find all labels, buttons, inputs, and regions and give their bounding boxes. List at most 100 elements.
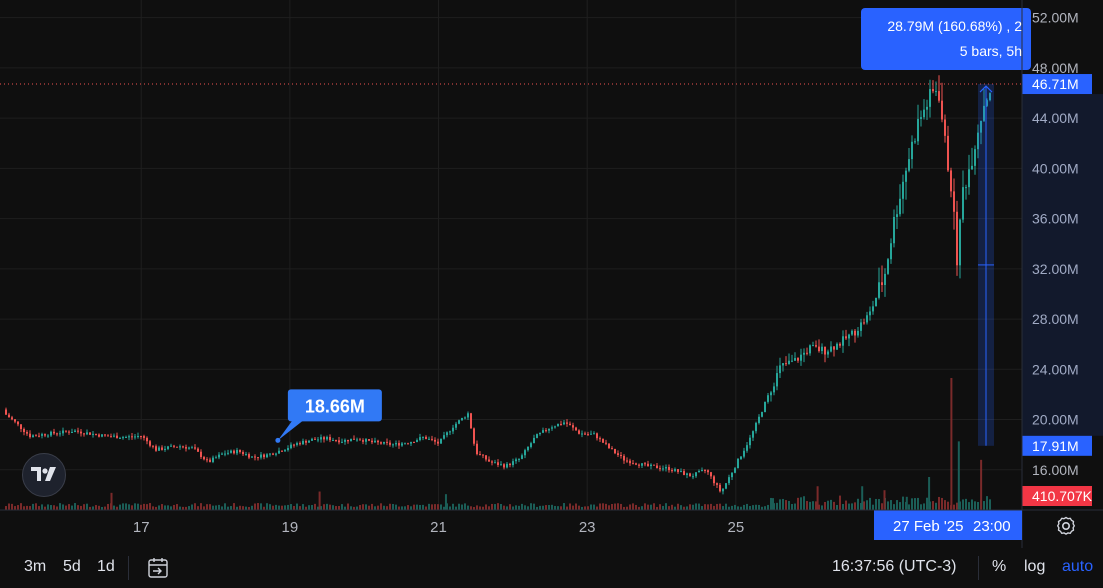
tradingview-logo-icon xyxy=(31,467,56,481)
volume-bar xyxy=(626,506,628,510)
candle-body xyxy=(887,259,889,274)
candle-body xyxy=(692,476,694,478)
volume-bar xyxy=(767,504,769,510)
candle-body xyxy=(842,336,844,346)
candle-body xyxy=(776,373,778,387)
percent-scale-button[interactable]: % xyxy=(992,558,1007,575)
candle-body xyxy=(353,438,355,440)
candle-body xyxy=(500,464,502,466)
candle-body xyxy=(236,449,238,454)
settings-gear-icon[interactable] xyxy=(1055,515,1077,537)
candle-body xyxy=(89,432,91,435)
range-1d-button[interactable]: 1d xyxy=(97,558,115,575)
volume-bar xyxy=(899,502,901,510)
candle-body xyxy=(884,273,886,285)
candle-body xyxy=(650,464,652,467)
volume-bar xyxy=(902,496,904,510)
volume-bar xyxy=(989,499,991,510)
candle-body xyxy=(845,336,847,339)
candle-body xyxy=(284,450,286,452)
range-3m-button[interactable]: 3m xyxy=(24,558,47,575)
candle-body xyxy=(644,463,646,465)
price-chart[interactable]: 28.79M (160.68%) , 2 5 bars, 5h 18.66M 52.… xyxy=(0,0,1103,548)
volume-bar xyxy=(221,506,223,510)
candle-body xyxy=(938,91,940,101)
volume-bar xyxy=(80,505,82,510)
candle-body xyxy=(833,346,835,350)
volume-bar xyxy=(896,500,898,510)
volume-bar xyxy=(443,506,445,510)
volume-bar xyxy=(275,504,277,510)
candle-body xyxy=(911,141,913,160)
volume-bar xyxy=(161,504,163,510)
last-price-badge: 46.71M xyxy=(1032,76,1079,92)
volume-spike xyxy=(950,378,953,510)
candle-body xyxy=(716,483,718,485)
volume-bar xyxy=(830,499,832,510)
volume-bar xyxy=(497,503,499,510)
time-axis[interactable]: 17 19 21 23 25 27 Feb '25 23:00 xyxy=(0,509,1103,540)
volume-bar xyxy=(38,506,40,510)
candle-body xyxy=(260,454,262,458)
volume-bar xyxy=(383,505,385,510)
candle-body xyxy=(779,365,781,374)
volume-bar xyxy=(551,504,553,510)
callout-label: 18.66M xyxy=(305,396,365,416)
y-axis-tick-label: 20.00M xyxy=(1032,412,1079,428)
volume-bar xyxy=(839,495,841,510)
volume-bar xyxy=(83,504,85,510)
volume-bar xyxy=(32,503,34,510)
timezone-clock[interactable]: 16:37:56 (UTC-3) xyxy=(832,558,957,575)
volume-bar xyxy=(542,505,544,510)
price-axis[interactable]: 52.00M 48.00M 44.00M 40.00M 36.00M 32.00M 28.0… xyxy=(1021,0,1103,548)
volume-bar xyxy=(710,503,712,510)
volume-bar xyxy=(599,503,601,510)
volume-bar xyxy=(485,504,487,510)
volume-bar xyxy=(56,506,58,510)
go-to-date-calendar-icon[interactable] xyxy=(146,556,170,580)
volume-bar xyxy=(608,505,610,510)
crosshair-date-label: 27 Feb '25 xyxy=(893,518,963,535)
volume-bar xyxy=(920,504,922,510)
candle-body xyxy=(509,463,511,466)
candle-body xyxy=(119,437,121,439)
range-5d-button[interactable]: 5d xyxy=(63,558,81,575)
candle-body xyxy=(269,453,271,455)
candle-body xyxy=(722,488,724,492)
candle-body xyxy=(686,473,688,475)
candle-body xyxy=(569,423,571,426)
candle-body xyxy=(170,445,172,447)
candle-body xyxy=(839,343,841,346)
candle-body xyxy=(410,442,412,444)
volume-bar xyxy=(41,504,43,510)
volume-bar xyxy=(284,505,286,510)
volume-bar xyxy=(77,505,79,510)
candle-body xyxy=(365,439,367,442)
candle-body xyxy=(707,470,709,473)
x-axis-tick-label: 23 xyxy=(579,519,596,536)
candle-body xyxy=(128,436,130,438)
volume-bar xyxy=(377,505,379,510)
volume-bar xyxy=(686,506,688,510)
candle-body xyxy=(185,447,187,449)
volume-bar xyxy=(506,506,508,510)
volume-bar xyxy=(119,504,121,510)
volume-bar xyxy=(755,504,757,510)
candle-body xyxy=(11,417,13,420)
candle-body xyxy=(869,311,871,316)
auto-scale-button[interactable]: auto xyxy=(1062,558,1094,575)
candle-body xyxy=(122,437,124,439)
volume-bar xyxy=(128,504,130,510)
candle-body xyxy=(422,436,424,438)
volume-bar xyxy=(158,505,160,510)
volume-spike xyxy=(816,486,819,510)
volume-bar xyxy=(704,504,706,510)
candle-body xyxy=(233,450,235,454)
volume-bar xyxy=(317,506,319,510)
log-scale-button[interactable]: log xyxy=(1024,558,1046,575)
volume-bar xyxy=(410,506,412,510)
candle-body xyxy=(590,433,592,435)
tradingview-logo[interactable] xyxy=(22,453,66,497)
volume-bar xyxy=(263,506,265,510)
volume-bar xyxy=(86,503,88,510)
